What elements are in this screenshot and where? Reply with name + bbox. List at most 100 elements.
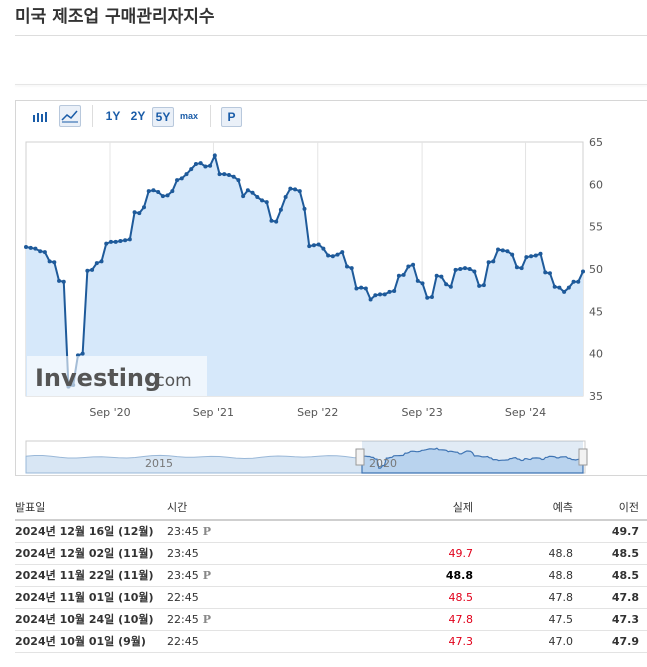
release-time: 22:45 bbox=[167, 631, 199, 653]
twitter-share-button[interactable]: 𝕏 bbox=[40, 51, 60, 71]
range-5y-button[interactable]: 5Y bbox=[152, 107, 174, 127]
release-date: 2024년 12월 16일 (12월) bbox=[15, 525, 154, 538]
data-point bbox=[278, 207, 283, 212]
data-point bbox=[198, 161, 203, 166]
y-tick-label: 55 bbox=[589, 221, 603, 234]
data-point bbox=[581, 269, 585, 274]
release-time-text: 22:45 bbox=[167, 591, 199, 604]
data-point bbox=[519, 266, 524, 271]
watermark-bg bbox=[27, 356, 207, 396]
data-point bbox=[505, 249, 510, 254]
release-date: 2024년 12월 02일 (11월) bbox=[15, 547, 154, 560]
data-point bbox=[472, 269, 477, 274]
data-point bbox=[293, 187, 298, 192]
data-point bbox=[330, 254, 335, 259]
data-point bbox=[321, 246, 326, 251]
linkedin-share-button[interactable]: in bbox=[65, 51, 85, 71]
table-row: 2024년 11월 22일 (11월) 23:45 P 48.8 48.8 48.5 bbox=[15, 565, 647, 587]
data-point bbox=[108, 239, 113, 244]
previous-value: 48.5 bbox=[611, 547, 639, 560]
data-point bbox=[500, 248, 505, 253]
y-tick-label: 35 bbox=[589, 390, 603, 403]
data-point bbox=[462, 266, 467, 271]
data-point bbox=[453, 267, 458, 272]
facebook-share-button[interactable]: f bbox=[15, 51, 35, 71]
data-point bbox=[434, 273, 439, 278]
range-max-button[interactable]: max bbox=[179, 111, 198, 121]
data-point bbox=[160, 194, 165, 199]
header-previous: 이전 bbox=[618, 501, 639, 514]
y-tick-label: 65 bbox=[589, 136, 603, 149]
navigator-right-handle[interactable] bbox=[578, 448, 588, 466]
x-tick-label: Sep '20 bbox=[89, 406, 130, 419]
y-tick-label: 45 bbox=[589, 305, 603, 318]
forecast-value: 48.8 bbox=[548, 547, 574, 560]
data-point bbox=[467, 267, 472, 271]
data-point bbox=[85, 268, 90, 273]
actual-value: 48.5 bbox=[448, 591, 474, 604]
release-time: 23:45 bbox=[167, 543, 199, 565]
data-point bbox=[245, 188, 250, 193]
forecast-value: 48.8 bbox=[548, 569, 574, 582]
data-point bbox=[510, 252, 515, 257]
release-date: 2024년 10월 24일 (10월) bbox=[15, 613, 154, 626]
data-point bbox=[260, 198, 265, 203]
preliminary-icon: P bbox=[202, 525, 211, 538]
share-divider bbox=[15, 84, 647, 85]
table-row: 2024년 10월 01일 (9월) 22:45 47.3 47.0 47.9 bbox=[15, 631, 647, 653]
data-point bbox=[566, 285, 571, 290]
data-point bbox=[137, 211, 142, 216]
data-point bbox=[486, 260, 491, 265]
data-point bbox=[411, 262, 416, 267]
data-point bbox=[297, 189, 302, 194]
data-point bbox=[226, 173, 231, 178]
email-share-button[interactable]: ✉ bbox=[90, 51, 110, 71]
data-point bbox=[378, 292, 383, 297]
data-point bbox=[420, 281, 425, 286]
toolbar-divider bbox=[92, 105, 93, 127]
x-tick-label: Sep '24 bbox=[505, 406, 546, 419]
data-point bbox=[127, 237, 132, 242]
preliminary-toggle-button[interactable]: P bbox=[221, 107, 242, 127]
data-point bbox=[316, 242, 321, 247]
data-point bbox=[203, 164, 208, 169]
navigator-left-handle[interactable] bbox=[355, 448, 365, 466]
release-date: 2024년 11월 01일 (10월) bbox=[15, 591, 154, 604]
release-time-text: 23:45 bbox=[167, 525, 199, 538]
data-point bbox=[562, 289, 567, 294]
area-chart-icon[interactable] bbox=[59, 105, 81, 127]
release-time: 23:45 P bbox=[167, 565, 211, 587]
data-point bbox=[363, 286, 368, 291]
toolbar-divider bbox=[210, 105, 211, 127]
data-point bbox=[33, 246, 38, 251]
data-point bbox=[283, 195, 288, 200]
table-row: 2024년 12월 16일 (12월) 23:45 P 49.7 bbox=[15, 521, 647, 543]
data-point bbox=[212, 153, 217, 158]
facebook-icon: f bbox=[23, 55, 27, 67]
data-point bbox=[231, 174, 236, 179]
data-point bbox=[401, 272, 406, 277]
previous-value: 48.5 bbox=[611, 569, 639, 582]
navigator-selected-series bbox=[361, 447, 584, 474]
release-time-text: 22:45 bbox=[167, 635, 199, 648]
previous-value: 47.8 bbox=[611, 591, 639, 604]
data-point bbox=[344, 264, 349, 269]
table-header: 발표일 시간 실제 예측 이전 bbox=[15, 497, 647, 521]
range-1y-button[interactable]: 1Y bbox=[105, 109, 121, 123]
watermark-logo: Investing bbox=[35, 364, 161, 392]
release-date: 2024년 10월 01일 (9월) bbox=[15, 635, 146, 648]
data-point bbox=[514, 265, 519, 270]
header-time: 시간 bbox=[167, 501, 188, 514]
bar-chart-icon[interactable] bbox=[29, 105, 51, 127]
data-point bbox=[552, 284, 557, 289]
range-2y-button[interactable]: 2Y bbox=[130, 109, 146, 123]
data-point bbox=[250, 190, 255, 195]
table-row: 2024년 10월 24일 (10월) 22:45 P 47.8 47.5 47.3 bbox=[15, 609, 647, 631]
table-row: 2024년 12월 02일 (11월) 23:45 49.7 48.8 48.5 bbox=[15, 543, 647, 565]
data-point bbox=[132, 210, 137, 215]
data-point bbox=[104, 241, 109, 246]
x-tick-label: Sep '21 bbox=[193, 406, 234, 419]
data-point bbox=[123, 238, 128, 243]
actual-value: 49.7 bbox=[448, 547, 474, 560]
preliminary-icon: P bbox=[202, 613, 211, 626]
